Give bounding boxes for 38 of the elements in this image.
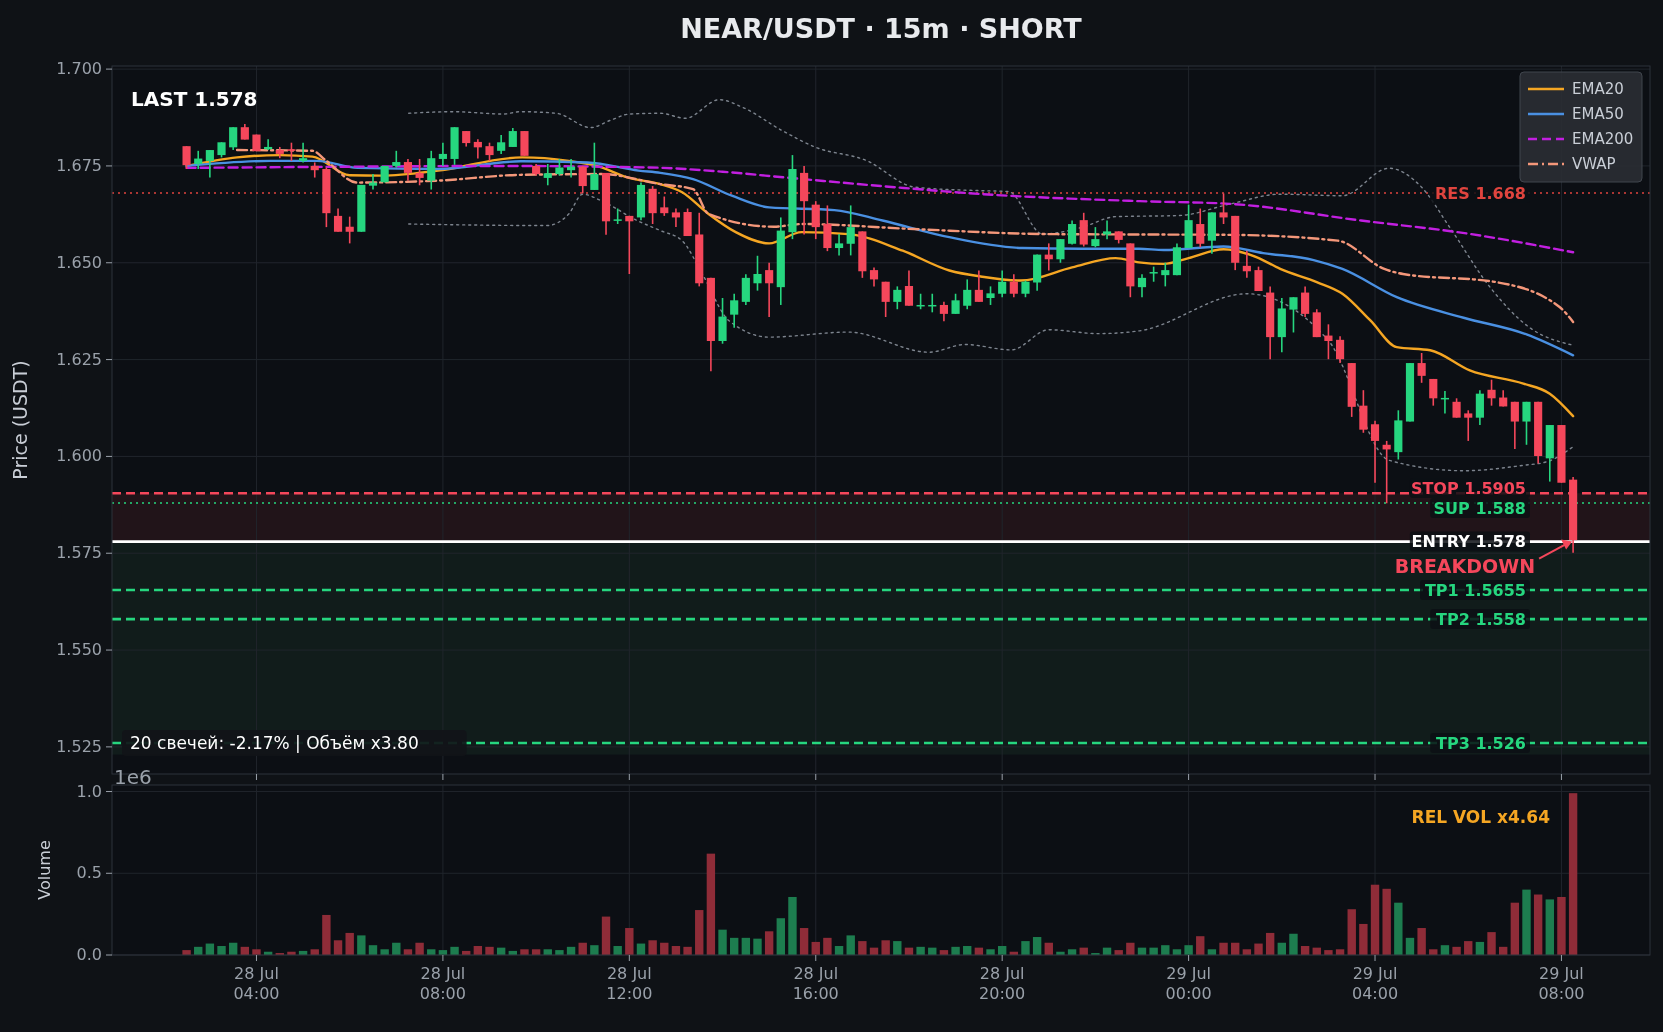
x-tick-label: 28 Jul 08:00 — [419, 964, 466, 1003]
annotation: BREAKDOWN — [1394, 554, 1536, 577]
legend-label: EMA200 — [1572, 130, 1634, 148]
x-tick-label: 29 Jul 08:00 — [1538, 964, 1585, 1003]
legend-label: EMA50 — [1572, 105, 1624, 123]
y-tick-label: 1.600 — [56, 446, 102, 466]
legend-label: EMA20 — [1572, 80, 1624, 98]
y-tick-label: 0.0 — [76, 945, 102, 964]
x-tick-label: 28 Jul 04:00 — [233, 964, 280, 1003]
ref-line-label: TP3 1.526 — [1436, 733, 1526, 753]
y-tick-label: 0.5 — [76, 863, 102, 883]
x-tick-label: 29 Jul 00:00 — [1165, 964, 1212, 1003]
ref-line-label: SUP 1.588 — [1433, 498, 1526, 518]
ref-line-label: RES 1.668 — [1435, 183, 1526, 203]
ref-line-label: TP1 1.5655 — [1424, 580, 1526, 600]
x-tick-label: 29 Jul 04:00 — [1351, 964, 1399, 1003]
annotation: LAST 1.578 — [131, 87, 258, 111]
y-axis-title: Price (USDT) — [9, 360, 31, 480]
annotation: 20 свечей: -2.17% | Объём x3.80 — [130, 733, 419, 753]
x-tick-label: 28 Jul 16:00 — [792, 964, 839, 1003]
y-tick-label: 1.575 — [56, 543, 102, 563]
ref-line-label: TP2 1.558 — [1436, 609, 1526, 629]
y-tick-label: 1.525 — [56, 736, 102, 756]
y-tick-label: 1.625 — [56, 349, 102, 369]
y-tick-label: 1.675 — [56, 155, 102, 175]
y-axis-title: Volume — [35, 840, 54, 900]
y-tick-label: 1.650 — [56, 252, 102, 272]
y-tick-label: 1.700 — [56, 59, 102, 79]
x-tick-label: 28 Jul 20:00 — [979, 964, 1026, 1003]
ref-line-label: STOP 1.5905 — [1410, 478, 1526, 498]
legend-label: VWAP — [1572, 155, 1616, 173]
y-tick-label: 1.0 — [76, 781, 102, 801]
annotation: REL VOL x4.64 — [1411, 807, 1551, 827]
annotation: 1e6 — [114, 765, 152, 789]
ref-line-label: ENTRY 1.578 — [1411, 532, 1526, 552]
y-tick-label: 1.550 — [56, 640, 102, 660]
x-tick-label: 28 Jul 12:00 — [606, 964, 653, 1003]
chart-title: NEAR/USDT · 15m · SHORT — [680, 13, 1083, 44]
